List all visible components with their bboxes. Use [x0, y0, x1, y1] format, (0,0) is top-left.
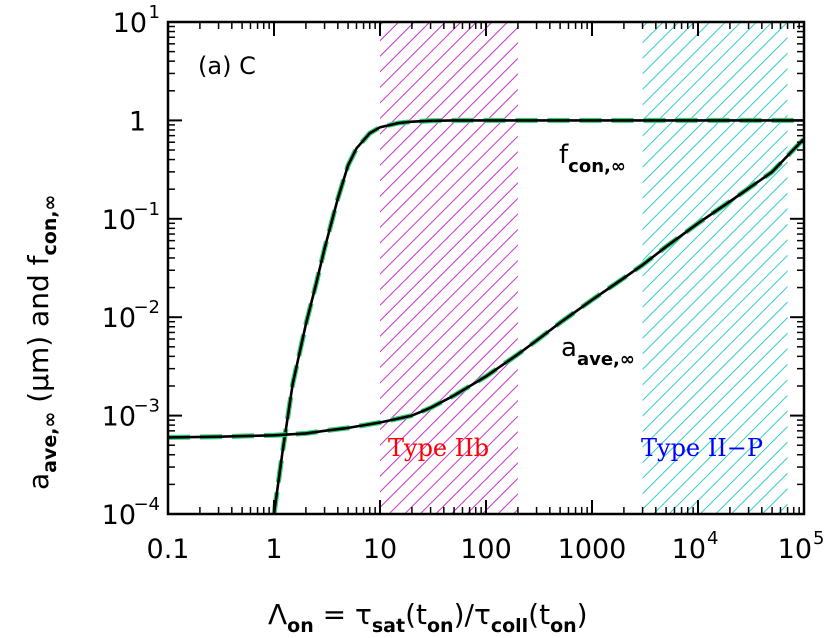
y-tick-label: 10 — [102, 205, 136, 236]
y-tick-label: 10 — [102, 500, 136, 531]
series-layer — [168, 117, 804, 514]
band-type-iib — [380, 22, 518, 514]
a-ave-main: a — [561, 333, 577, 363]
a-ave-annotation: aave,∞ — [561, 333, 635, 370]
band-label-type-iip: Type II−P — [641, 434, 763, 462]
band-type-iip — [642, 22, 788, 514]
y-tick-label: 10 — [102, 303, 136, 334]
x-axis-label: Λon = τsat(ton)/τcoll(ton) — [268, 598, 588, 637]
y-tick-label: 10 — [102, 402, 136, 433]
f-con-main: f — [559, 140, 569, 170]
x-tick-exponent: 5 — [813, 528, 824, 549]
x-tick-label: 100 — [460, 534, 512, 565]
y-axis-label: aave,∞ (μm) and fcon,∞ — [22, 195, 61, 490]
series-a-ave-line — [168, 137, 804, 439]
x-tick-label: 10 — [778, 534, 812, 565]
series-f-con-line — [272, 119, 804, 514]
f-con-annotation: fcon,∞ — [559, 140, 626, 177]
x-tick-label: 10 — [363, 534, 397, 565]
x-tick-exponent: 4 — [707, 528, 718, 549]
a-ave-sub: ave,∞ — [577, 349, 635, 370]
y-tick-exponent: −3 — [133, 396, 160, 417]
y-tick-exponent: 1 — [149, 2, 160, 23]
bands-layer — [380, 22, 788, 514]
x-tick-label: 1000 — [558, 534, 627, 565]
band-label-type-iib: Type IIb — [388, 434, 489, 462]
x-axis-label-lambda: Λ — [268, 598, 287, 631]
y-tick-label: 10 — [113, 8, 147, 39]
y-tick-exponent: −2 — [133, 297, 160, 318]
x-tick-label: 10 — [672, 534, 706, 565]
panel-label: (a) C — [198, 52, 256, 80]
y-tick-exponent: −4 — [133, 494, 160, 515]
y-tick-exponent: −1 — [133, 199, 160, 220]
x-tick-label: 0.1 — [147, 534, 190, 565]
y-tick-label: 1 — [129, 106, 146, 137]
x-tick-label: 1 — [265, 534, 282, 565]
f-con-sub: con,∞ — [568, 156, 626, 177]
